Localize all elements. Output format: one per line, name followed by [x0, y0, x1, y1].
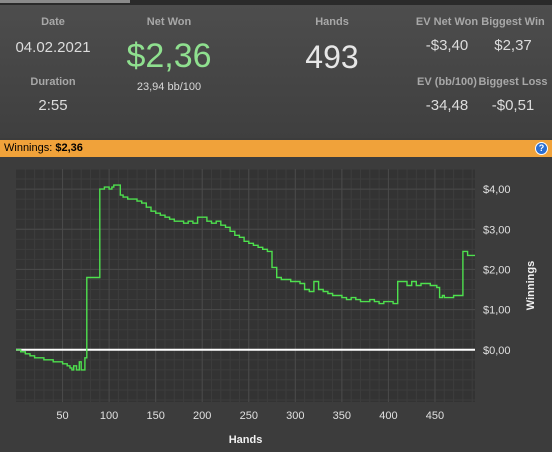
x-tick-label: 250	[240, 410, 258, 422]
hands-value: 493	[305, 39, 359, 75]
hands-label: Hands	[315, 16, 349, 28]
winnings-bar-label: Winnings:	[4, 142, 53, 154]
y-axis-title: Winnings	[525, 261, 537, 310]
x-tick-label: 150	[146, 410, 164, 422]
winnings-bar: Winnings: $2,36 ?	[0, 140, 552, 157]
x-tick-label: 350	[333, 410, 351, 422]
biggest-loss-label: Biggest Loss	[478, 76, 548, 88]
x-tick-label: 100	[100, 410, 118, 422]
y-tick-label: $2,00	[483, 264, 511, 276]
duration-value: 2:55	[38, 97, 68, 114]
winnings-chart: 50 100 150 200 250 300 350 400 450 $0,00 $1,00 $2,0…	[0, 157, 552, 452]
x-tick-label: 450	[426, 410, 444, 422]
x-tick-label: 50	[56, 410, 68, 422]
duration-label: Duration	[30, 76, 76, 88]
stats-panel: Date 04.02.2021 Duration 2:55 Net Won $2…	[0, 5, 552, 138]
plot-area	[16, 169, 475, 402]
x-tick-label: 300	[286, 410, 304, 422]
date-value: 04.02.2021	[15, 39, 91, 56]
net-won-label: Net Won	[146, 16, 192, 28]
biggest-loss-value: -$0,51	[491, 97, 535, 114]
ev-bb-value: -34,48	[425, 97, 469, 114]
biggest-win-label: Biggest Win	[481, 16, 545, 28]
y-tick-label: $1,00	[483, 305, 511, 317]
net-won-value: $2,36	[126, 37, 212, 75]
winnings-chart-svg: 50 100 150 200 250 300 350 400 450 $0,00 $1,00 $2,0…	[16, 168, 537, 446]
y-tick-label: $3,00	[483, 224, 511, 236]
top-strip	[0, 0, 552, 5]
y-tick-label: $4,00	[483, 184, 511, 196]
ev-net-won-value: -$3,40	[425, 37, 469, 54]
help-icon[interactable]: ?	[535, 142, 548, 155]
active-tab-indicator[interactable]	[0, 0, 130, 3]
winnings-series-line	[16, 184, 475, 371]
ev-bb-label: EV (bb/100)	[417, 76, 477, 88]
y-tick-label: $0,00	[483, 345, 511, 357]
x-tick-label: 200	[193, 410, 211, 422]
net-won-bb-per-100: 23,94 bb/100	[136, 81, 202, 93]
x-axis-title: Hands	[229, 434, 263, 446]
ev-net-won-label: EV Net Won	[415, 16, 479, 28]
winnings-bar-value: $2,36	[55, 142, 83, 154]
date-label: Date	[41, 16, 65, 28]
biggest-win-value: $2,37	[494, 37, 532, 54]
x-tick-label: 400	[379, 410, 397, 422]
